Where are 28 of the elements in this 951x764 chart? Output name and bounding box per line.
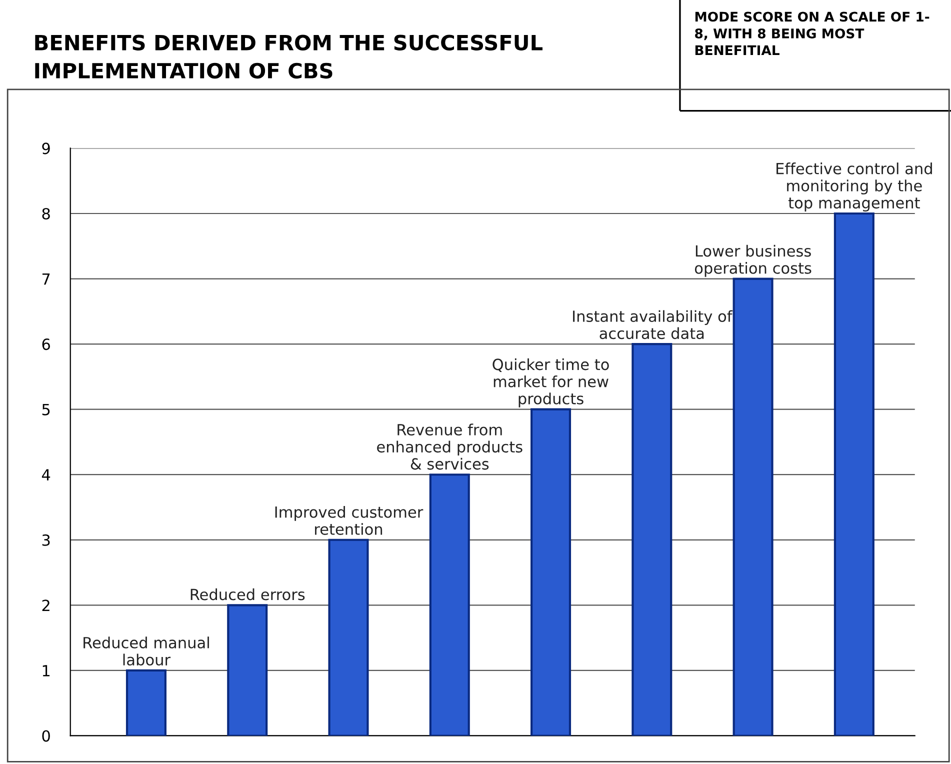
bar [227,604,268,736]
x-tick-label: Improved customer retention [275,506,424,535]
x-tick-label: Lower business operation costs [694,244,812,277]
x-tick-label: Revenue from enhanced products & services [377,424,522,470]
y-tick-label: 2 [42,600,50,611]
y-tick-label: 9 [42,142,50,154]
bar [834,212,874,736]
x-tick-label: Reduced errors [190,588,305,600]
x-tick-label: Instant availability of accurate data [573,310,733,340]
y-tick-label: 6 [42,338,50,350]
text: MODE SCORE ON A SCALE OF 1- 8, WITH 8 BEING MOST BENEFITIAL [695,12,930,56]
y-tick-label: 1 [42,665,50,676]
y-tick-label: 8 [42,208,50,220]
bar [732,278,774,736]
bar [632,343,672,736]
x-tick-label: Reduced manual labour [84,636,209,666]
bar [429,474,470,736]
x-tick-label: Quicker time to market for new products [492,358,609,408]
y-tick-label: 5 [42,404,50,416]
chart-title: BENEFITS DERIVED FROM THE SUCCESSFUL IMPLEMENTATION OF CBS [35,34,542,79]
bar [328,538,369,736]
y-tick-label: 7 [42,273,50,285]
y-tick-label: 4 [42,469,50,480]
y-tick-label: 0 [42,730,50,742]
bar [126,669,166,736]
x-tick-label: Effective control and monitoring by the top management [776,162,932,212]
bar [530,408,572,736]
y-tick-label: 3 [42,534,50,546]
